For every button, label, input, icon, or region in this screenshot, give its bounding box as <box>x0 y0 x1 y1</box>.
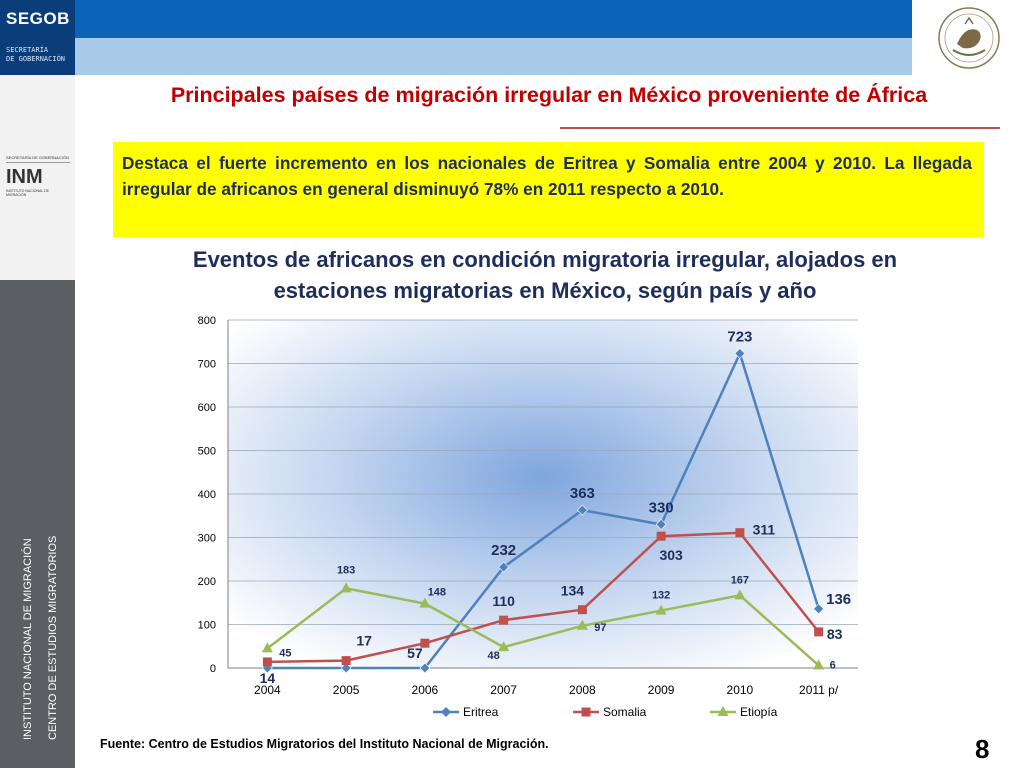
inm-logo: SECRETARÍA DE GOBERNACIÓN INM INSTITUTO … <box>6 155 70 197</box>
segob-logo-text: SEGOB <box>6 9 70 28</box>
data-label: 232 <box>491 542 516 559</box>
point-marker-somalia <box>499 615 509 625</box>
y-tick-label: 200 <box>198 576 216 588</box>
x-tick-label: 2004 <box>254 683 281 697</box>
mexico-seal-icon <box>938 7 1000 69</box>
point-marker-etiopía <box>734 589 746 600</box>
point-marker-somalia <box>341 656 351 666</box>
sidebar-vertical-line2: CENTRO DE ESTUDIOS MIGRATORIOS <box>47 535 59 740</box>
legend-marker-etiopía <box>717 706 729 716</box>
header-band-light <box>75 38 912 75</box>
left-sidebar: SECRETARÍA DE GOBERNACIÓN INM INSTITUTO … <box>0 75 75 768</box>
point-marker-etiopía <box>498 641 510 652</box>
data-label: 48 <box>488 650 500 662</box>
title-underline <box>560 127 1000 129</box>
point-marker-eritrea <box>498 561 510 573</box>
point-marker-eritrea <box>734 348 746 359</box>
header-band-dark <box>0 0 912 38</box>
y-tick-label: 0 <box>210 663 216 675</box>
data-label: 303 <box>659 547 683 563</box>
data-label: 45 <box>279 647 291 659</box>
series-line-somalia <box>267 531 820 664</box>
point-marker-eritrea <box>576 504 588 516</box>
line-chart: 0 100 200 300 400 500 600 700 800 2004 2005 2006 200… <box>198 315 858 719</box>
data-label: 6 <box>830 659 836 671</box>
y-tick-label: 800 <box>198 315 216 327</box>
segob-logo-subtext-line1: SECRETARÍA <box>6 46 49 54</box>
point-marker-etiopía <box>655 604 667 615</box>
legend-label: Somalia <box>603 705 647 719</box>
point-marker-somalia <box>814 627 824 637</box>
data-label: 148 <box>428 587 446 599</box>
point-marker-somalia <box>735 528 745 538</box>
point-marker-eritrea <box>813 603 825 615</box>
legend-label: Etiopía <box>740 705 778 719</box>
x-tick-label: 2008 <box>569 683 596 697</box>
sidebar-dark-panel <box>0 280 75 768</box>
page-number: 8 <box>975 734 990 764</box>
legend-marker-somalia <box>581 707 591 717</box>
y-tick-label: 500 <box>198 446 216 458</box>
point-marker-eritrea <box>340 662 352 674</box>
sidebar-vertical-line1: INSTITUTO NACIONAL DE MIGRACIÓN <box>22 538 34 740</box>
y-tick-label: 400 <box>198 489 216 501</box>
point-marker-etiopía <box>261 642 273 653</box>
data-label: 14 <box>260 670 276 686</box>
x-tick-label: 2010 <box>727 683 754 697</box>
sidebar-light-panel: SECRETARÍA DE GOBERNACIÓN INM INSTITUTO … <box>0 75 75 280</box>
data-label: 17 <box>356 633 372 649</box>
point-marker-somalia <box>262 657 272 667</box>
inm-logo-bottom: INSTITUTO NACIONAL DE MIGRACIÓN <box>6 189 49 197</box>
point-marker-etiopía <box>340 582 352 593</box>
point-marker-etiopía <box>419 597 431 608</box>
data-label: 83 <box>827 626 843 642</box>
data-label: 57 <box>407 645 423 661</box>
source-note: Fuente: Centro de Estudios Migratorios d… <box>100 737 549 751</box>
highlight-box <box>113 142 984 237</box>
data-label: 110 <box>492 593 515 609</box>
x-tick-label: 2009 <box>648 683 675 697</box>
inm-logo-mark: INM <box>6 166 43 188</box>
y-tick-label: 100 <box>198 620 216 632</box>
segob-logo: SEGOB SECRETARÍA DE GOBERNACIÓN <box>0 0 75 75</box>
data-label: 136 <box>826 591 851 608</box>
point-marker-eritrea <box>419 662 431 674</box>
y-tick-label: 300 <box>198 533 216 545</box>
series-line-eritrea <box>267 350 820 670</box>
data-label: 167 <box>731 574 749 586</box>
segob-logo-subtext: SECRETARÍA DE GOBERNACIÓN <box>6 46 65 64</box>
data-label: 330 <box>649 499 674 516</box>
chart-title-line2: estaciones migratorias en México, según … <box>273 278 817 303</box>
slide-title: Principales países de migración irregula… <box>170 83 928 107</box>
point-marker-somalia <box>656 531 666 541</box>
point-marker-etiopía <box>813 659 825 670</box>
highlight-text: Destaca el fuerte incremento en los naci… <box>122 153 972 199</box>
series-line-etiopía <box>266 587 820 667</box>
x-tick-label: 2005 <box>333 683 360 697</box>
data-label: 97 <box>594 622 606 634</box>
legend-label: Eritrea <box>463 705 499 719</box>
y-tick-label: 700 <box>198 359 216 371</box>
data-label: 363 <box>570 485 595 502</box>
x-tick-label: 2011 p/ <box>799 683 839 697</box>
point-marker-etiopía <box>576 619 588 630</box>
legend-marker-eritrea <box>441 707 451 717</box>
data-label: 134 <box>561 583 585 599</box>
point-marker-eritrea <box>655 519 667 530</box>
inm-logo-top: SECRETARÍA DE GOBERNACIÓN <box>6 155 70 163</box>
y-tick-label: 600 <box>198 402 216 414</box>
data-label: 183 <box>337 564 355 576</box>
segob-logo-subtext-line2: DE GOBERNACIÓN <box>6 55 66 63</box>
chart-title: Eventos de africanos en condición migrat… <box>100 244 990 306</box>
x-tick-label: 2007 <box>490 683 517 697</box>
data-label: 723 <box>727 328 752 345</box>
point-marker-somalia <box>420 638 430 648</box>
data-label: 132 <box>652 590 670 602</box>
point-marker-somalia <box>577 605 587 615</box>
header-band: SEGOB SECRETARÍA DE GOBERNACIÓN <box>0 0 1024 75</box>
x-tick-label: 2006 <box>412 683 439 697</box>
data-label: 311 <box>753 522 776 538</box>
chart-title-line1: Eventos de africanos en condición migrat… <box>192 247 898 272</box>
